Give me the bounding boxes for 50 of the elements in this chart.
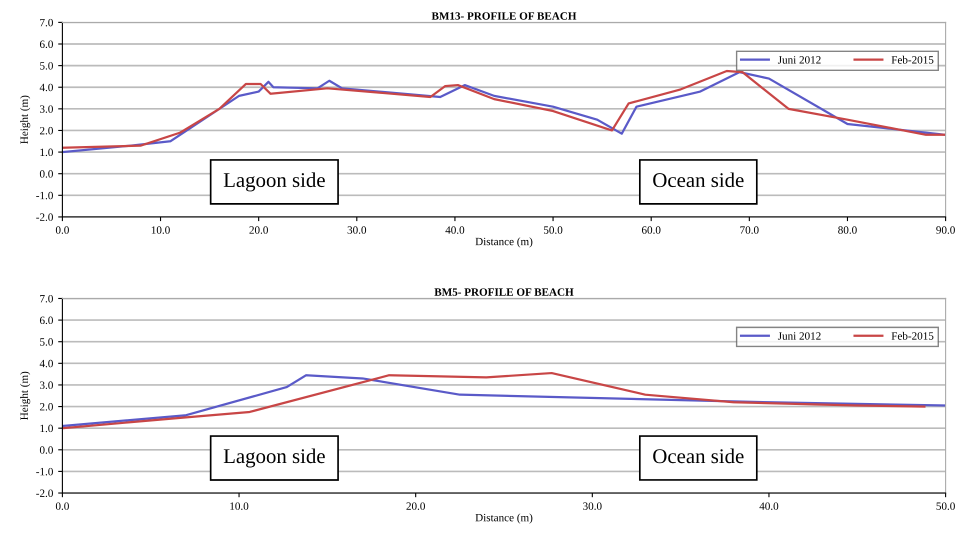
- x-tick-label: 80.0: [838, 226, 857, 234]
- y-tick-label: -2.0: [36, 489, 53, 498]
- x-tick-label: 30.0: [348, 226, 366, 234]
- x-tick-label: 20.0: [406, 502, 425, 510]
- y-tick-label: 0.0: [40, 446, 53, 454]
- legend-label: Juni 2012: [778, 332, 821, 340]
- y-tick-label: 2.0: [40, 126, 53, 134]
- y-tick-label: 0.0: [40, 170, 53, 178]
- y-tick-label: 3.0: [40, 381, 53, 389]
- x-axis-title: Distance (m): [475, 237, 532, 248]
- x-tick-label: 40.0: [445, 226, 464, 234]
- y-tick-label: -1.0: [36, 468, 53, 476]
- chart-title: BM5- PROFILE OF BEACH: [434, 288, 574, 296]
- x-tick-label: 30.0: [583, 502, 602, 510]
- x-tick-label: 10.0: [230, 502, 248, 510]
- y-axis-title: Height (m): [20, 372, 30, 420]
- y-tick-label: -2.0: [36, 213, 53, 221]
- y-tick-label: 3.0: [40, 105, 53, 113]
- x-tick-label: 0.0: [56, 226, 69, 234]
- x-tick-label: 50.0: [544, 226, 562, 234]
- y-tick-label: -1.0: [36, 192, 53, 200]
- y-tick-label: 6.0: [40, 316, 53, 324]
- x-tick-label: 0.0: [56, 502, 69, 510]
- y-tick-label: 1.0: [40, 148, 53, 156]
- y-tick-label: 5.0: [40, 338, 53, 346]
- legend-label: Feb-2015: [892, 332, 934, 340]
- x-tick-label: 60.0: [642, 226, 660, 234]
- annotation: Lagoon side: [224, 448, 325, 468]
- y-tick-label: 7.0: [40, 18, 53, 26]
- legend-label: Feb-2015: [892, 56, 934, 64]
- x-tick-label: 70.0: [740, 226, 759, 234]
- y-tick-label: 2.0: [40, 403, 53, 411]
- y-tick-label: 5.0: [40, 62, 53, 70]
- y-tick-label: 1.0: [40, 424, 53, 432]
- x-tick-label: 20.0: [249, 226, 268, 234]
- x-tick-label: 90.0: [936, 226, 955, 234]
- x-tick-label: 10.0: [152, 226, 170, 234]
- y-tick-label: 7.0: [40, 294, 53, 302]
- annotation: Ocean side: [653, 448, 744, 464]
- y-tick-label: 4.0: [40, 360, 53, 368]
- annotation: Ocean side: [653, 172, 744, 188]
- y-axis-title: Height (m): [20, 96, 30, 144]
- x-tick-label: 50.0: [936, 502, 955, 510]
- legend-label: Juni 2012: [778, 56, 821, 64]
- y-tick-label: 4.0: [40, 84, 53, 92]
- annotation: Lagoon side: [224, 172, 325, 192]
- y-tick-label: 6.0: [40, 40, 53, 48]
- chart-title: BM13- PROFILE OF BEACH: [432, 12, 576, 20]
- x-tick-label: 40.0: [759, 502, 778, 510]
- x-axis-title: Distance (m): [475, 514, 532, 524]
